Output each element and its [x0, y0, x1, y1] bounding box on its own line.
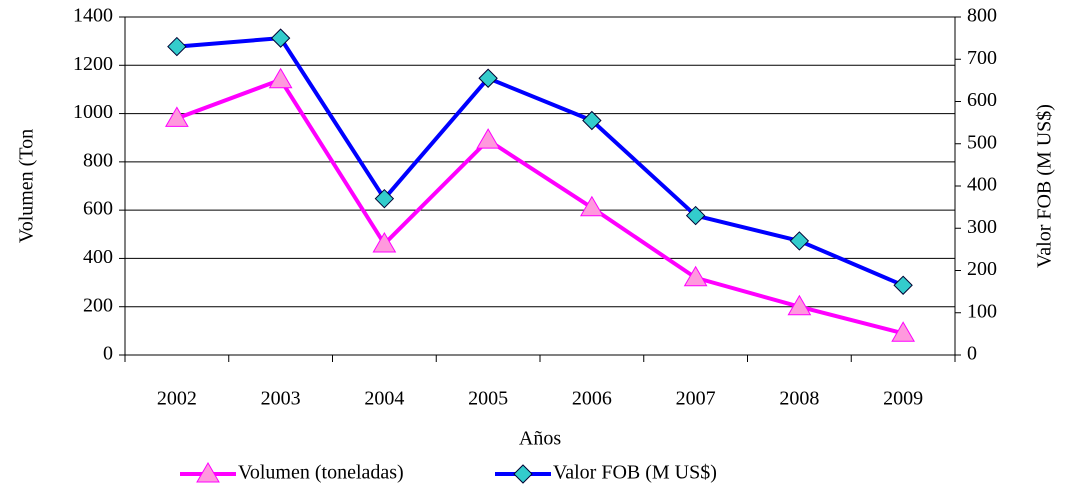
data-point	[891, 321, 915, 342]
data-point	[374, 188, 395, 209]
y2-tick-label: 700	[967, 47, 997, 69]
y-tick-label: 800	[83, 149, 113, 171]
y-tick-label: 0	[103, 343, 113, 365]
x-tick-label: 2005	[468, 388, 508, 410]
legend-marker	[513, 464, 533, 484]
x-tick-label: 2003	[261, 388, 301, 410]
x-tick-label: 2006	[572, 388, 612, 410]
data-point	[582, 110, 602, 131]
legend-label: Volumen (toneladas)	[238, 462, 404, 484]
y2-tick-label: 800	[967, 5, 997, 27]
y2-tick-label: 500	[967, 131, 997, 153]
y-tick-label: 1200	[73, 53, 113, 75]
x-tick-label: 2004	[364, 388, 404, 410]
legend-marker	[196, 462, 220, 483]
data-point	[167, 36, 187, 57]
x-tick-label: 2002	[157, 388, 197, 410]
y-tick-label: 200	[83, 294, 113, 316]
data-point	[685, 205, 706, 226]
y2-tick-label: 400	[967, 174, 997, 196]
y-axis-label: Volumen (Ton	[16, 129, 38, 243]
y-tick-label: 1000	[73, 101, 113, 123]
x-tick-label: 2008	[779, 388, 819, 410]
data-point	[270, 28, 291, 48]
series-line	[176, 36, 904, 288]
y2-tick-label: 0	[967, 343, 977, 365]
data-point	[165, 106, 189, 127]
y2-tick-label: 200	[967, 258, 997, 280]
y-tick-label: 400	[83, 246, 113, 268]
data-point	[683, 265, 708, 287]
data-point	[787, 294, 812, 316]
data-point	[789, 231, 810, 251]
y2-tick-label: 300	[967, 216, 997, 238]
data-point	[476, 128, 500, 149]
data-point	[893, 275, 913, 295]
x-tick-label: 2007	[676, 388, 716, 410]
data-point	[580, 195, 604, 217]
series-line	[176, 77, 904, 336]
y2-tick-label: 600	[967, 89, 997, 111]
y2-tick-label: 100	[967, 300, 997, 322]
x-axis-label: Años	[519, 428, 561, 450]
data-point	[372, 231, 397, 253]
y-tick-label: 600	[83, 198, 113, 220]
y2-axis-label: Valor FOB (M US$)	[1034, 104, 1056, 268]
data-point	[268, 67, 293, 89]
x-tick-label: 2009	[883, 388, 923, 410]
y-tick-label: 1400	[73, 5, 113, 27]
data-point	[478, 68, 498, 88]
legend-label: Valor FOB (M US$)	[553, 462, 717, 484]
